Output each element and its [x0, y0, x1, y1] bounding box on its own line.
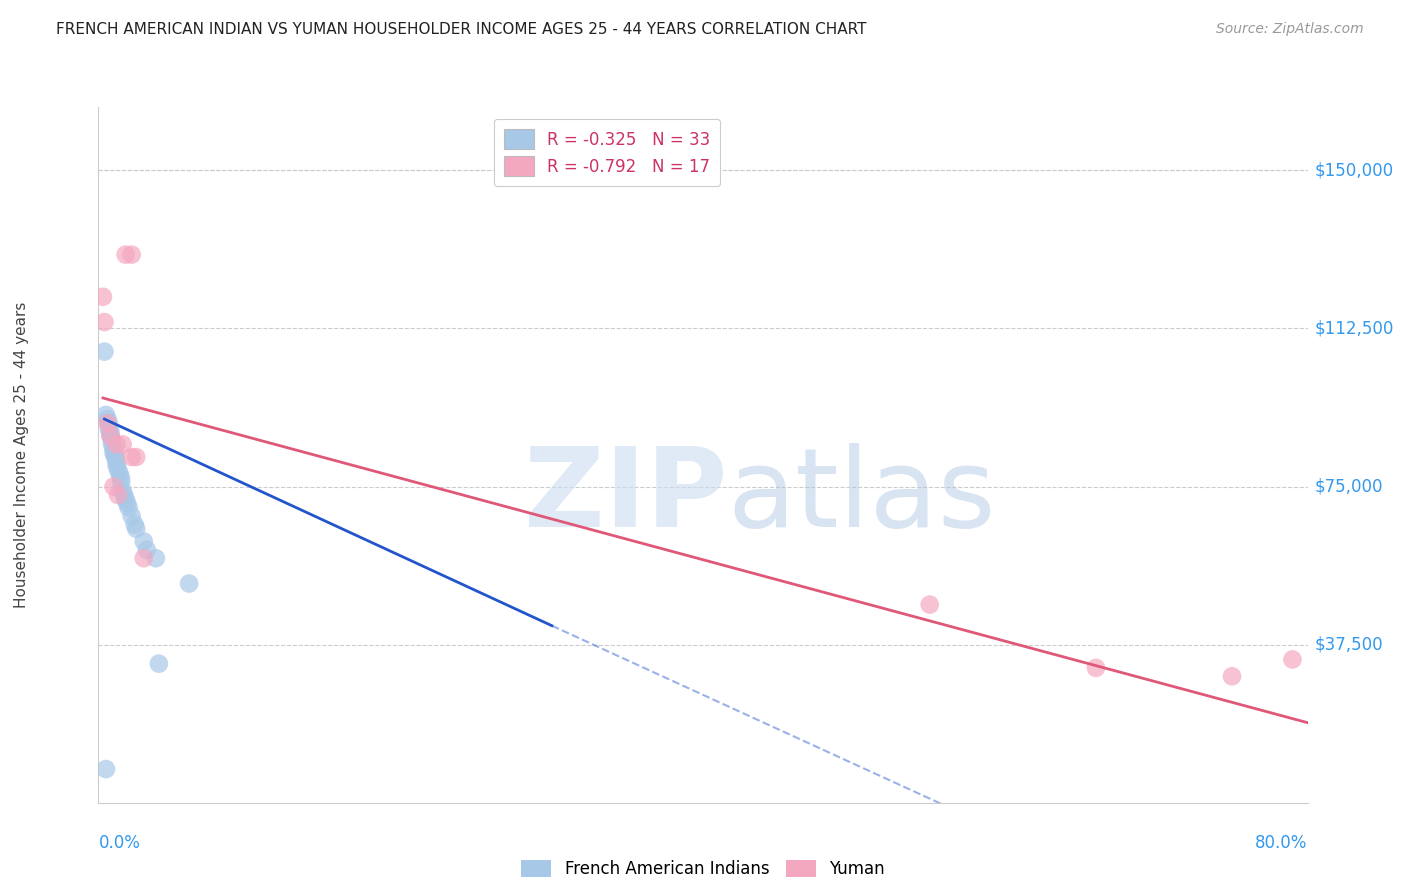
Point — [94, 762, 117, 776]
Point — [121, 509, 143, 524]
Point — [107, 463, 129, 477]
Text: FRENCH AMERICAN INDIAN VS YUMAN HOUSEHOLDER INCOME AGES 25 - 44 YEARS CORRELATIO: FRENCH AMERICAN INDIAN VS YUMAN HOUSEHOL… — [56, 22, 866, 37]
Point — [121, 450, 143, 464]
Text: 80.0%: 80.0% — [1256, 834, 1308, 852]
Point — [103, 446, 125, 460]
Text: Householder Income Ages 25 - 44 years: Householder Income Ages 25 - 44 years — [14, 301, 28, 608]
Point — [132, 551, 155, 566]
Point — [100, 429, 122, 443]
Point — [93, 344, 115, 359]
Legend: French American Indians, Yuman: French American Indians, Yuman — [515, 854, 891, 885]
Point — [96, 412, 118, 426]
Point — [100, 425, 122, 439]
Text: 0.0%: 0.0% — [98, 834, 141, 852]
Point — [121, 247, 143, 261]
Text: $112,500: $112,500 — [1315, 319, 1393, 337]
Point — [100, 429, 122, 443]
Point — [125, 450, 148, 464]
Point — [103, 479, 125, 493]
Point — [145, 551, 167, 566]
Point — [96, 417, 118, 431]
Point — [1281, 652, 1303, 666]
Text: ZIP: ZIP — [524, 443, 727, 550]
Point — [125, 522, 148, 536]
Point — [108, 467, 131, 481]
Point — [101, 433, 124, 447]
Text: $37,500: $37,500 — [1315, 636, 1384, 654]
Point — [111, 483, 134, 498]
Point — [105, 454, 128, 468]
Point — [148, 657, 170, 671]
Point — [107, 488, 129, 502]
Point — [135, 542, 157, 557]
Point — [110, 471, 132, 485]
Point — [98, 423, 121, 437]
Point — [104, 450, 127, 464]
Text: Source: ZipAtlas.com: Source: ZipAtlas.com — [1216, 22, 1364, 37]
Point — [110, 475, 132, 490]
Point — [101, 437, 124, 451]
Point — [91, 290, 114, 304]
Point — [1085, 661, 1108, 675]
Point — [1220, 669, 1243, 683]
Point — [93, 315, 115, 329]
Point — [105, 437, 128, 451]
Point — [114, 492, 136, 507]
Text: $150,000: $150,000 — [1315, 161, 1393, 179]
Point — [112, 488, 135, 502]
Point — [115, 496, 138, 510]
Point — [98, 417, 121, 431]
Point — [111, 437, 134, 451]
Point — [177, 576, 201, 591]
Point — [918, 598, 941, 612]
Point — [94, 408, 117, 422]
Text: $75,000: $75,000 — [1315, 477, 1384, 496]
Text: atlas: atlas — [727, 443, 995, 550]
Point — [132, 534, 155, 549]
Point — [105, 458, 128, 473]
Point — [104, 448, 127, 462]
Point — [124, 517, 146, 532]
Point — [118, 500, 141, 515]
Point — [114, 247, 136, 261]
Point — [103, 442, 125, 456]
